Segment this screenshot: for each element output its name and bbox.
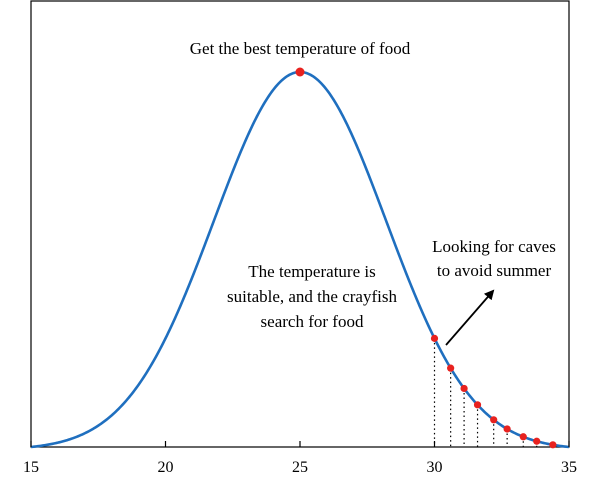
peak-point	[295, 67, 305, 77]
annotation-middle-line-1: The temperature is	[248, 262, 375, 281]
dotted-drop-lines	[433, 338, 538, 447]
red-point-0	[430, 334, 439, 342]
x-tick-label-1: 20	[158, 459, 174, 476]
red-point-7	[533, 437, 541, 445]
annotation-middle-line-3: search for food	[261, 312, 364, 331]
series-line	[30, 70, 570, 449]
red-point-6	[519, 433, 527, 441]
x-tick-label-0: 15	[23, 459, 39, 476]
x-tick-label-4: 35	[561, 459, 577, 476]
red-point-5	[503, 425, 511, 433]
red-point-8	[549, 441, 557, 449]
red-point-2	[460, 384, 468, 393]
x-tick-label-2: 25	[292, 459, 308, 476]
annotation-arrow	[445, 289, 495, 346]
x-axis-tick-labels: 15 20 25 30 35	[23, 459, 577, 476]
red-point-1	[447, 364, 455, 372]
x-axis-ticks	[30, 441, 570, 447]
red-points	[430, 334, 557, 449]
x-tick-label-3: 30	[427, 459, 443, 476]
red-point-4	[490, 416, 498, 424]
annotation-right-line-2: to avoid summer	[437, 261, 552, 280]
annotation-peak: Get the best temperature of food	[190, 39, 411, 58]
annotation-middle-line-2: suitable, and the crayfish	[227, 287, 397, 306]
red-point-3	[473, 401, 482, 409]
annotation-right-line-1: Looking for caves	[432, 237, 556, 256]
